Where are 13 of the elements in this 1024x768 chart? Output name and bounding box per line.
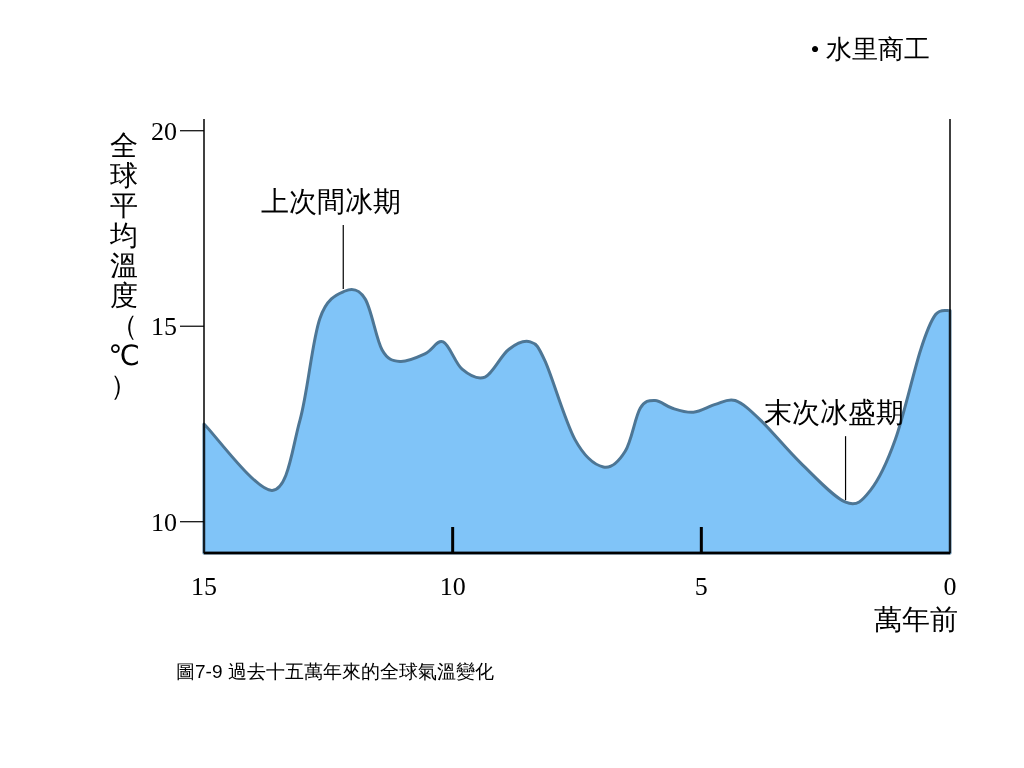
x-tick-label: 5	[694, 572, 708, 601]
y-tick-label: 20	[151, 116, 177, 146]
y-tick-label: 10	[151, 507, 177, 537]
annotation: 末次冰盛期	[763, 397, 904, 429]
text: 全球平均溫度（℃）	[108, 130, 140, 401]
x-axis-title: 萬年前	[874, 604, 958, 635]
caption: 圖7-9 過去十五萬年來的全球氣溫變化	[176, 661, 494, 682]
x-tick-label: 15	[191, 572, 217, 601]
annotation: 上次間冰期	[261, 186, 402, 218]
x-tick-label: 10	[439, 572, 466, 601]
y-tick-label: 15	[151, 312, 177, 342]
text: • 水里商工	[810, 35, 930, 64]
x-tick-label: 0	[943, 572, 957, 601]
